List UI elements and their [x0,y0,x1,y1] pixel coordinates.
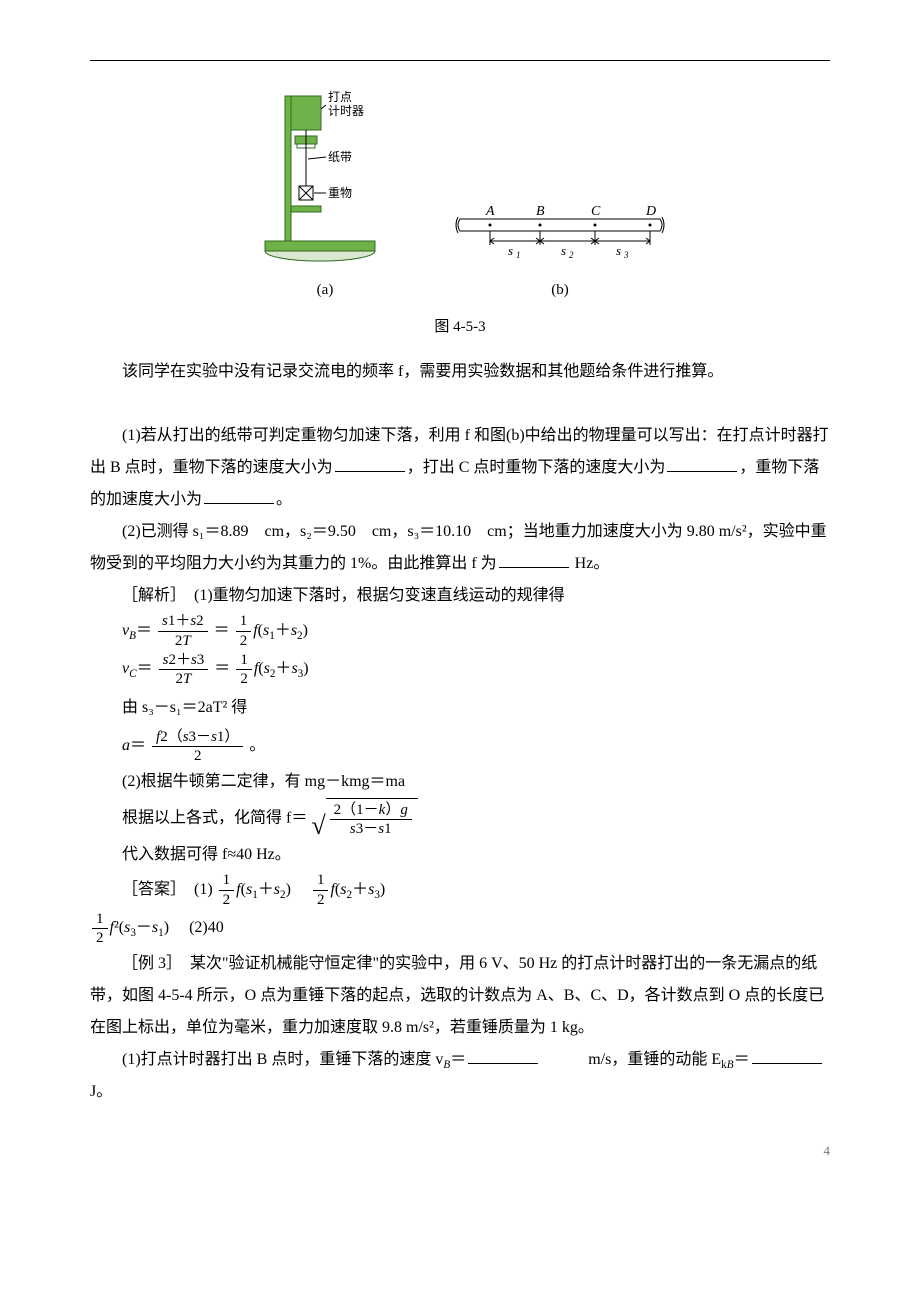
blank-vc[interactable] [667,455,737,472]
label-timer-2: 计时器 [328,104,364,118]
ex3-q1-d: ＝ [734,1051,750,1068]
q2-text-b: Hz。 [571,555,610,572]
svg-text:C: C [591,204,601,219]
question-1: (1)若从打出的纸带可判定重物匀加速下落，利用 f 和图(b)中给出的物理量可以… [90,420,830,516]
blank-a[interactable] [204,487,274,504]
analysis-2: (2)根据牛顿第二定律，有 mg－kmg＝ma [90,766,830,798]
q2-text-a: (2)已测得 s₁＝8.89 cm，s₂＝9.50 cm，s₃＝10.10 cm… [90,523,827,572]
equation-a: a＝ f2（s3－s1）2 。 [122,727,830,765]
label-timer-1: 打点 [328,90,352,104]
figure-b: A B C D [450,201,670,305]
example-3-q1: (1)打点计时器打出 B 点时，重锤下落的速度 vB＝ m/s，重锤的动能 Ek… [90,1044,830,1108]
svg-text:3: 3 [623,250,629,260]
ex3-q1-e: J。 [90,1083,112,1100]
figure-a-sublabel: (a) [250,275,400,305]
answer-line-2: 12f²(s3－s1) (2)40 [90,909,830,947]
figure-caption: 图 4-5-3 [90,312,830,342]
figure-b-sublabel: (b) [450,275,670,305]
blank-f[interactable] [499,551,569,568]
svg-text:1: 1 [516,250,521,260]
svg-text:A: A [485,204,495,219]
label-tape: 纸带 [328,150,352,164]
svg-text:B: B [536,204,545,219]
ex3-q1-b: ＝ [450,1051,466,1068]
top-rule [90,60,830,61]
equation-f: 根据以上各式，化简得 f＝ √ 2（1－k）gs3－s1 [122,798,830,839]
blank-vb[interactable] [335,455,405,472]
ex3-q1-c: m/s，重锤的动能 E [588,1051,721,1068]
equation-diff: 由 s₃－s₁＝2aT² 得 [122,689,830,727]
q1-text-b: ，打出 C 点时重物下落的速度大小为 [407,459,666,476]
analysis-heading: ［解析］ (1)重物匀加速下落时，根据匀变速直线运动的规律得 [90,580,830,612]
eq-f-text: 根据以上各式，化简得 f＝ [122,809,307,826]
svg-text:s: s [616,243,621,258]
svg-text:s: s [561,243,566,258]
blank-ekb[interactable] [752,1047,822,1064]
paragraph-intro: 该同学在实验中没有记录交流电的频率 f，需要用实验数据和其他题给条件进行推算。 [90,356,830,388]
svg-text:2: 2 [569,250,574,260]
label-weight: 重物 [328,186,352,200]
figure-4-5-3: 打点 计时器 纸带 重物 (a) A [90,81,830,342]
result-f: 代入数据可得 f≈40 Hz。 [90,839,830,871]
question-2: (2)已测得 s₁＝8.89 cm，s₂＝9.50 cm，s₃＝10.10 cm… [90,516,830,580]
svg-text:D: D [645,204,656,219]
page-number: 4 [90,1138,830,1164]
ex3-q1-a: (1)打点计时器打出 B 点时，重锤下落的速度 v [122,1051,443,1068]
answer-line: ［答案］ (1) 12f(s1＋s2) 12f(s2＋s3) [122,871,830,909]
blank-vb2[interactable] [468,1047,538,1064]
equation-vb: vB＝ s1＋s22T ＝ 12f(s1＋s2) [122,612,830,650]
q1-text-d: 。 [276,491,292,508]
answer-label: ［答案］ (1) [122,881,213,898]
svg-text:s: s [508,243,513,258]
example-3: ［例 3］ 某次"验证机械能守恒定律"的实验中，用 6 V、50 Hz 的打点计… [90,948,830,1044]
figure-a: 打点 计时器 纸带 重物 (a) [250,81,400,305]
equation-vc: vC＝ s2＋s32T ＝ 12f(s2＋s3) [122,650,830,688]
